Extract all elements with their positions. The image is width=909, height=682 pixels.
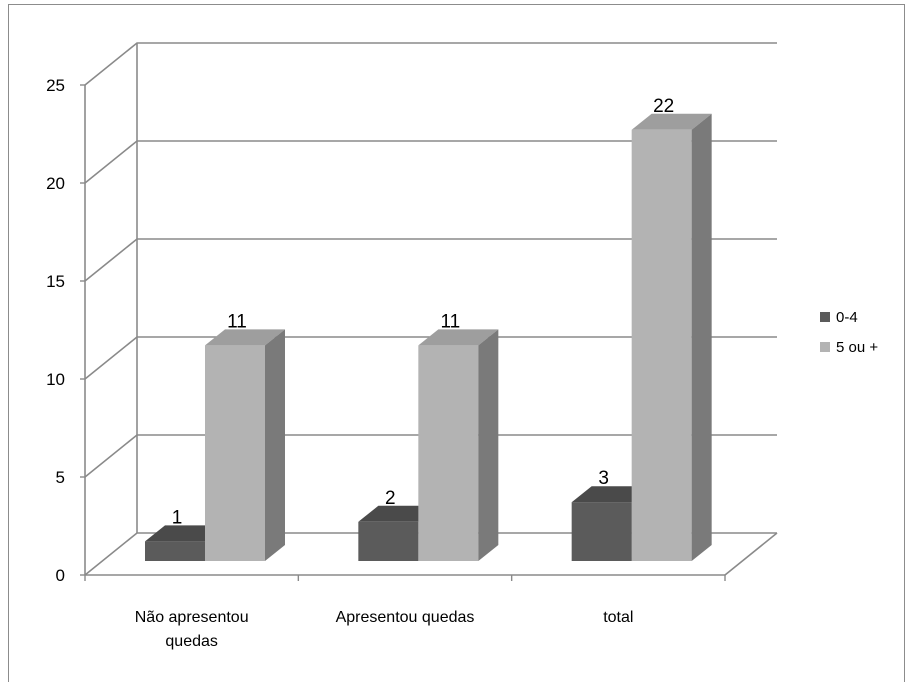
y-tick-label: 20 [46, 174, 65, 193]
y-tick-label: 0 [56, 566, 65, 585]
legend-swatch [820, 312, 830, 322]
bar-top [205, 329, 285, 346]
data-label: 3 [598, 468, 609, 489]
x-category-label: quedas [165, 633, 218, 650]
gridline [84, 42, 777, 86]
bar-front [571, 502, 632, 561]
data-label: 22 [653, 96, 674, 117]
x-category-label: Não apresentou [135, 609, 249, 626]
data-label: 1 [172, 507, 183, 528]
bar-series2-cat1 [205, 329, 285, 561]
bar-front [145, 541, 205, 561]
bar-side [691, 113, 712, 562]
bar-series2-cat2 [418, 329, 499, 561]
legend-label: 5 ou + [836, 339, 878, 356]
y-tick-label: 25 [46, 76, 65, 95]
bar-side [478, 329, 499, 561]
data-label: 11 [440, 311, 460, 332]
floor-right-edge [724, 532, 778, 576]
bar-series2-cat3 [631, 113, 712, 562]
data-label: 2 [385, 488, 396, 509]
chart-frame [8, 4, 905, 682]
bar-side [265, 329, 285, 561]
y-tick-label: 10 [46, 370, 65, 389]
bar-front [205, 345, 265, 561]
legend-swatch [820, 342, 830, 352]
legend-label: 0-4 [836, 309, 858, 326]
bar-top [631, 113, 712, 130]
x-category-label: total [603, 609, 633, 626]
y-tick-label: 5 [56, 468, 65, 487]
x-category-label: Apresentou quedas [336, 609, 475, 626]
data-label: 11 [227, 311, 247, 332]
bar-front [631, 129, 692, 562]
bar-top [418, 329, 499, 346]
bar-front [418, 345, 479, 561]
bar-front [358, 521, 419, 561]
y-tick-label: 15 [46, 272, 65, 291]
